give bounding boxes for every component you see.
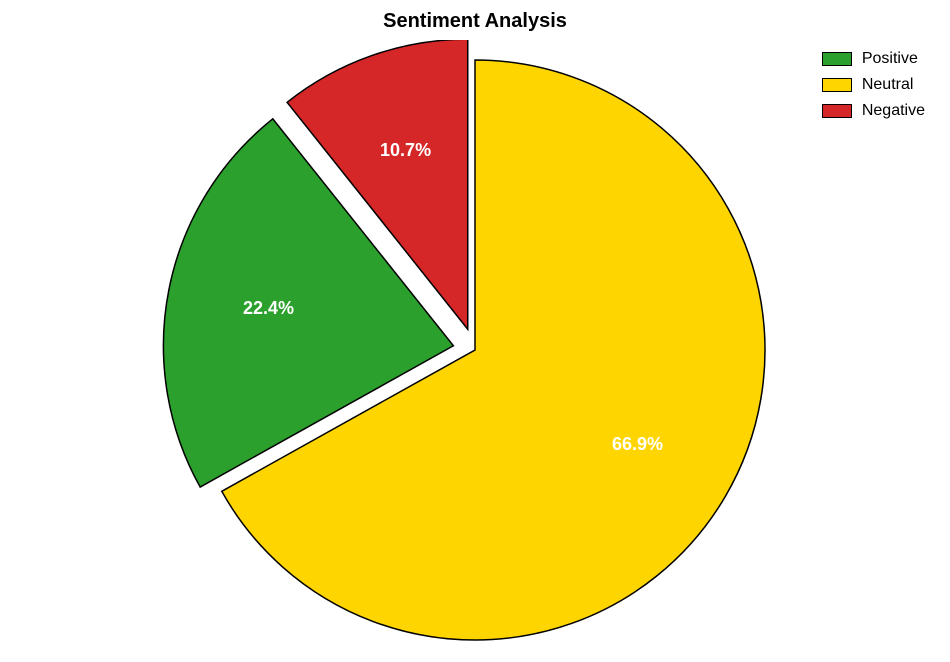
pie-chart-container: Sentiment Analysis 66.9% 22.4% 10.7% Posit… (0, 0, 950, 662)
pie-slice-label-positive: 22.4% (243, 298, 294, 318)
legend-item-negative: Negative (822, 100, 925, 122)
legend-label: Negative (862, 102, 925, 120)
pie-svg: 66.9% 22.4% 10.7% (0, 40, 950, 662)
chart-title: Sentiment Analysis (0, 10, 950, 33)
legend-item-positive: Positive (822, 48, 925, 70)
legend-swatch (822, 104, 852, 118)
pie-slice-label-neutral: 66.9% (612, 434, 663, 454)
pie-slice-label-negative: 10.7% (380, 140, 431, 160)
legend: Positive Neutral Negative (822, 48, 925, 126)
legend-item-neutral: Neutral (822, 74, 925, 96)
legend-swatch (822, 78, 852, 92)
legend-label: Neutral (862, 76, 914, 94)
legend-swatch (822, 52, 852, 66)
legend-label: Positive (862, 50, 918, 68)
